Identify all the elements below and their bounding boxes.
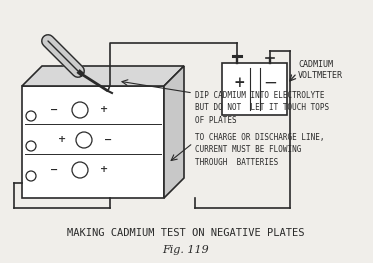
Text: +: + — [100, 165, 108, 174]
Polygon shape — [22, 66, 184, 86]
FancyBboxPatch shape — [22, 86, 164, 198]
Text: DIP CADMIUM INTO ELECTROLYTE
BUT DO NOT  LET IT TOUCH TOPS
OF PLATES: DIP CADMIUM INTO ELECTROLYTE BUT DO NOT … — [195, 91, 329, 125]
Text: +: + — [233, 76, 245, 90]
Text: MAKING CADMIUM TEST ON NEGATIVE PLATES: MAKING CADMIUM TEST ON NEGATIVE PLATES — [67, 228, 305, 238]
Text: −: − — [50, 165, 58, 174]
Text: Fig. 119: Fig. 119 — [163, 245, 209, 255]
Text: −: − — [263, 74, 277, 92]
Text: CADMIUM
VOLTMETER: CADMIUM VOLTMETER — [298, 60, 343, 80]
Text: TO CHARGE OR DISCHARGE LINE,
CURRENT MUST BE FLOWING
THROUGH  BATTERIES: TO CHARGE OR DISCHARGE LINE, CURRENT MUS… — [195, 133, 325, 167]
Polygon shape — [164, 66, 184, 198]
Text: +: + — [100, 105, 108, 114]
Text: +: + — [58, 135, 66, 144]
Text: −: − — [50, 105, 58, 114]
Text: −: − — [104, 135, 112, 144]
FancyBboxPatch shape — [222, 63, 287, 115]
